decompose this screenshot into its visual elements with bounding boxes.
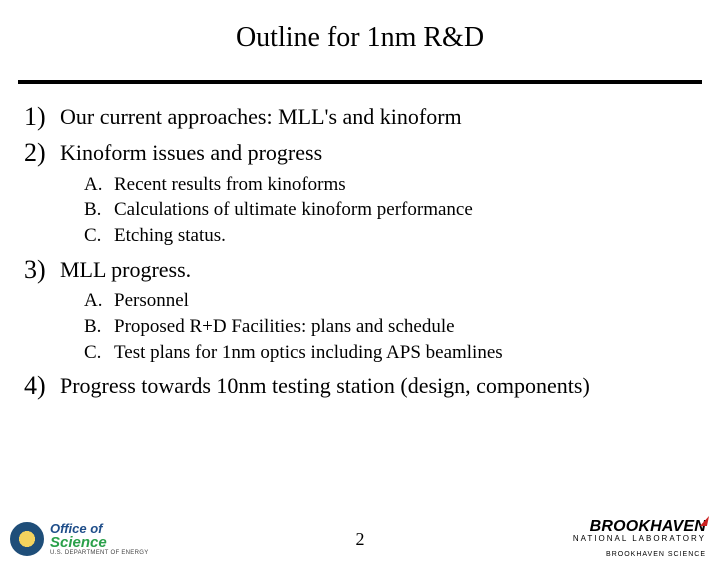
office-science-text: Office of Science U.S. DEPARTMENT OF ENE… xyxy=(50,522,149,556)
outline-marker: 1) xyxy=(24,100,60,134)
outline-sublist-2: A. Recent results from kinoforms B. Calc… xyxy=(84,172,696,249)
outline-submarker: A. xyxy=(84,172,114,198)
outline-submarker: C. xyxy=(84,223,114,249)
slide-footer: Office of Science U.S. DEPARTMENT OF ENE… xyxy=(0,504,720,562)
outline-item-4: 4) Progress towards 10nm testing station… xyxy=(24,369,696,403)
outline-marker: 3) xyxy=(24,253,60,287)
title-rule xyxy=(18,80,702,84)
outline-item-2: 2) Kinoform issues and progress xyxy=(24,136,696,170)
outline-sublist-3: A. Personnel B. Proposed R+D Facilities:… xyxy=(84,288,696,365)
outline-subitem: B. Proposed R+D Facilities: plans and sc… xyxy=(84,314,696,340)
slide-title: Outline for 1nm R&D xyxy=(0,22,720,54)
brookhaven-main-text: BROOKHAVEN xyxy=(590,518,706,535)
brookhaven-tag: BROOKHAVEN SCIENCE xyxy=(573,551,706,558)
outline-subtext: Proposed R+D Facilities: plans and sched… xyxy=(114,314,455,340)
outline-marker: 2) xyxy=(24,136,60,170)
brookhaven-main: BROOKHAVEN xyxy=(573,519,706,535)
doe-office-science-logo: Office of Science U.S. DEPARTMENT OF ENE… xyxy=(10,522,149,556)
outline-text: Progress towards 10nm testing station (d… xyxy=(60,369,590,403)
outline-item-1: 1) Our current approaches: MLL's and kin… xyxy=(24,100,696,134)
outline-subtext: Recent results from kinoforms xyxy=(114,172,346,198)
brookhaven-red-mark-icon xyxy=(700,516,709,526)
outline-subtext: Test plans for 1nm optics including APS … xyxy=(114,340,503,366)
outline-subitem: B. Calculations of ultimate kinoform per… xyxy=(84,197,696,223)
outline-marker: 4) xyxy=(24,369,60,403)
outline-subtext: Personnel xyxy=(114,288,189,314)
brookhaven-logo: BROOKHAVEN NATIONAL LABORATORY BROOKHAVE… xyxy=(573,519,706,558)
outline-text: Kinoform issues and progress xyxy=(60,136,322,170)
doe-seal-icon xyxy=(10,522,44,556)
outline-subtext: Calculations of ultimate kinoform perfor… xyxy=(114,197,473,223)
outline-subitem: A. Recent results from kinoforms xyxy=(84,172,696,198)
brookhaven-sub: NATIONAL LABORATORY xyxy=(573,535,706,543)
outline-subtext: Etching status. xyxy=(114,223,226,249)
outline-submarker: A. xyxy=(84,288,114,314)
outline-subitem: A. Personnel xyxy=(84,288,696,314)
outline-text: Our current approaches: MLL's and kinofo… xyxy=(60,100,462,134)
office-line3: U.S. DEPARTMENT OF ENERGY xyxy=(50,550,149,556)
office-line2: Science xyxy=(50,535,149,550)
outline-subitem: C. Etching status. xyxy=(84,223,696,249)
outline-text: MLL progress. xyxy=(60,253,191,287)
outline-submarker: B. xyxy=(84,197,114,223)
outline-submarker: B. xyxy=(84,314,114,340)
outline-item-3: 3) MLL progress. xyxy=(24,253,696,287)
outline-submarker: C. xyxy=(84,340,114,366)
outline-subitem: C. Test plans for 1nm optics including A… xyxy=(84,340,696,366)
outline-content: 1) Our current approaches: MLL's and kin… xyxy=(0,100,720,403)
